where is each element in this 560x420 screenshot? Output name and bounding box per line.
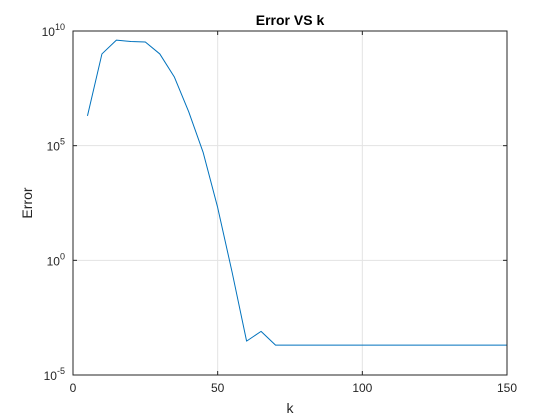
y-tick-label: 1010 xyxy=(42,22,65,39)
y-axis-label: Error xyxy=(19,187,35,218)
x-tick-label: 50 xyxy=(211,381,225,395)
x-tick-label: 0 xyxy=(70,381,77,395)
x-tick-label: 100 xyxy=(352,381,372,395)
x-tick-label: 150 xyxy=(497,381,517,395)
plot-area xyxy=(73,31,507,375)
ticks xyxy=(72,30,508,376)
series-layer xyxy=(86,39,507,346)
y-tick-label: 105 xyxy=(47,137,65,154)
y-tick-label: 100 xyxy=(47,251,65,268)
grid xyxy=(73,31,507,375)
plot-frame xyxy=(72,30,508,376)
y-tick-labels: 10-5 100 105 1010 xyxy=(42,22,65,383)
x-tick-labels: 0 50 100 150 xyxy=(70,381,518,395)
series-line xyxy=(86,39,507,346)
x-axis-label: k xyxy=(287,400,295,416)
y-tick-label: 10-5 xyxy=(44,366,65,383)
chart-title: Error VS k xyxy=(256,12,325,28)
